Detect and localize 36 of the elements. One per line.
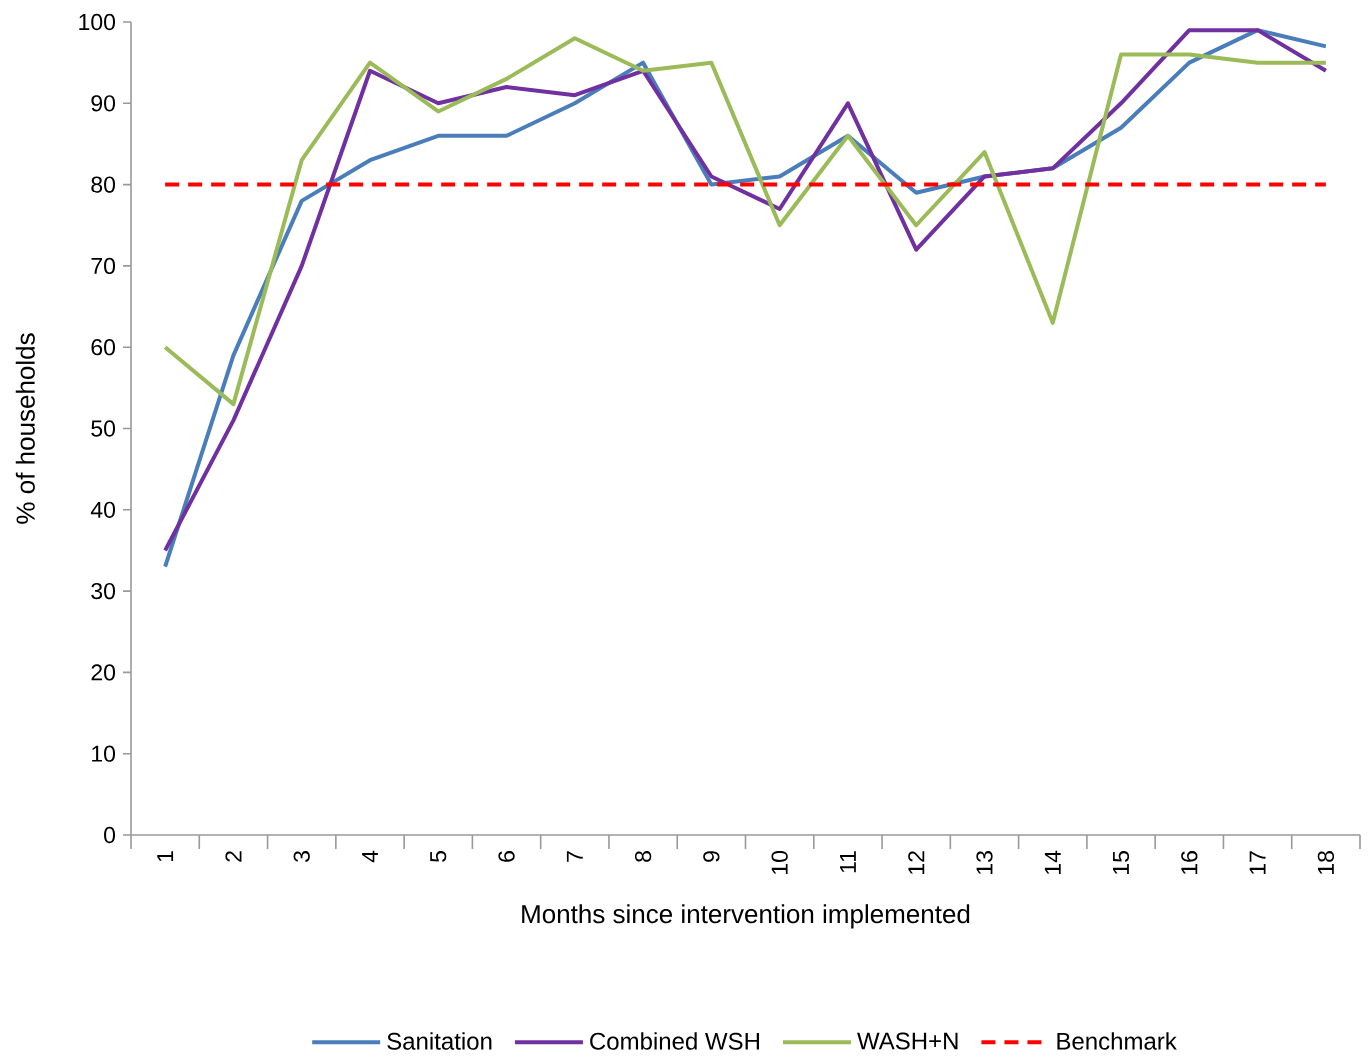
x-tick-label: 13	[976, 851, 993, 875]
line-series	[163, 36, 1328, 407]
x-tick-label: 8	[634, 851, 652, 863]
x-tick-label: 15	[1113, 851, 1130, 875]
y-tick-label: 10	[92, 745, 116, 763]
y-tick-label: 20	[91, 664, 116, 681]
x-tick-label: 14	[1044, 850, 1061, 875]
y-tick-label: 80	[91, 176, 116, 193]
y-tick-label: 40	[90, 501, 116, 519]
y-tick-label: 90	[91, 95, 116, 112]
x-tick-label: 1	[157, 851, 174, 862]
y-tick-label: 60	[91, 339, 116, 356]
x-tick-label: 3	[293, 851, 310, 863]
x-tick-label: 11	[840, 851, 856, 873]
x-tick-label: 4	[362, 850, 378, 863]
x-tick-label: 16	[1181, 851, 1198, 875]
x-tick-label: 17	[1249, 851, 1266, 875]
x-tick-label: 5	[430, 851, 447, 863]
legend-label: WASH+N	[857, 1032, 958, 1050]
y-tick-label: 70	[91, 257, 116, 275]
y-tick-label: 0	[104, 827, 116, 844]
y-axis-title: % of households	[15, 333, 35, 524]
legend-label: Combined WSH	[590, 1032, 759, 1050]
y-tick-label: 30	[91, 583, 116, 600]
x-tick-label: 7	[566, 851, 583, 862]
x-tick-label: 18	[1317, 851, 1335, 875]
x-tick-label: 2	[225, 851, 242, 862]
legend-label: Sanitation	[387, 1032, 492, 1050]
x-tick-label: 9	[703, 851, 720, 863]
x-tick-label: 12	[908, 851, 925, 875]
legend-label: Benchmark	[1057, 1032, 1177, 1050]
x-tick-label: 10	[771, 851, 788, 875]
x-axis-title: Months since intervention implemented	[522, 904, 970, 929]
y-tick-label: 100	[79, 14, 116, 31]
y-tick-label: 50	[91, 420, 116, 437]
x-tick-label: 6	[498, 851, 515, 862]
